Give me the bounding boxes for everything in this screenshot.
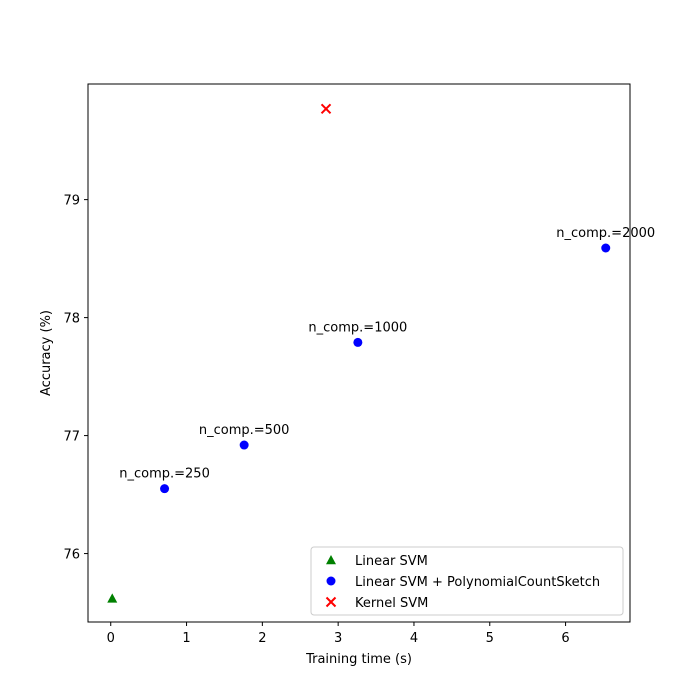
data-point <box>160 484 170 494</box>
x-tick-label: 2 <box>258 631 266 646</box>
y-tick-label: 77 <box>63 430 80 445</box>
legend-marker <box>325 596 337 608</box>
point-annotation: n_comp.=1000 <box>308 320 407 335</box>
y-axis-title: Accuracy (%) <box>39 310 54 396</box>
point-annotation: n_comp.=2000 <box>556 226 655 241</box>
data-point <box>601 243 611 253</box>
legend-label: Linear SVM <box>355 554 428 569</box>
data-point <box>239 440 249 450</box>
plot-frame <box>87 83 631 623</box>
data-points <box>107 103 611 603</box>
x-tick-label: 3 <box>334 631 342 646</box>
legend-box <box>310 546 624 616</box>
legend-marker <box>326 555 336 565</box>
legend-label: Linear SVM + PolynomialCountSketch <box>355 575 600 590</box>
legend-label: Kernel SVM <box>355 596 428 611</box>
x-tick-label: 0 <box>107 631 115 646</box>
y-tick-label: 78 <box>63 312 80 327</box>
y-tick-label: 79 <box>63 194 80 209</box>
axes: 0 1 2 3 4 5 6 76 77 78 79 <box>63 194 569 646</box>
legend: Linear SVM Linear SVM + PolynomialCountSk… <box>310 546 624 616</box>
point-annotation: n_comp.=250 <box>119 467 210 482</box>
x-tick-label: 5 <box>486 631 494 646</box>
data-point <box>353 337 363 347</box>
data-point <box>107 593 118 603</box>
y-tick-label: 76 <box>63 548 80 563</box>
x-tick-label: 4 <box>410 631 418 646</box>
x-tick-label: 6 <box>561 631 569 646</box>
x-axis-title: Training time (s) <box>305 652 412 667</box>
legend-marker <box>326 576 336 586</box>
x-tick-label: 1 <box>182 631 190 646</box>
data-point <box>320 103 332 114</box>
point-annotation: n_comp.=500 <box>199 423 290 438</box>
